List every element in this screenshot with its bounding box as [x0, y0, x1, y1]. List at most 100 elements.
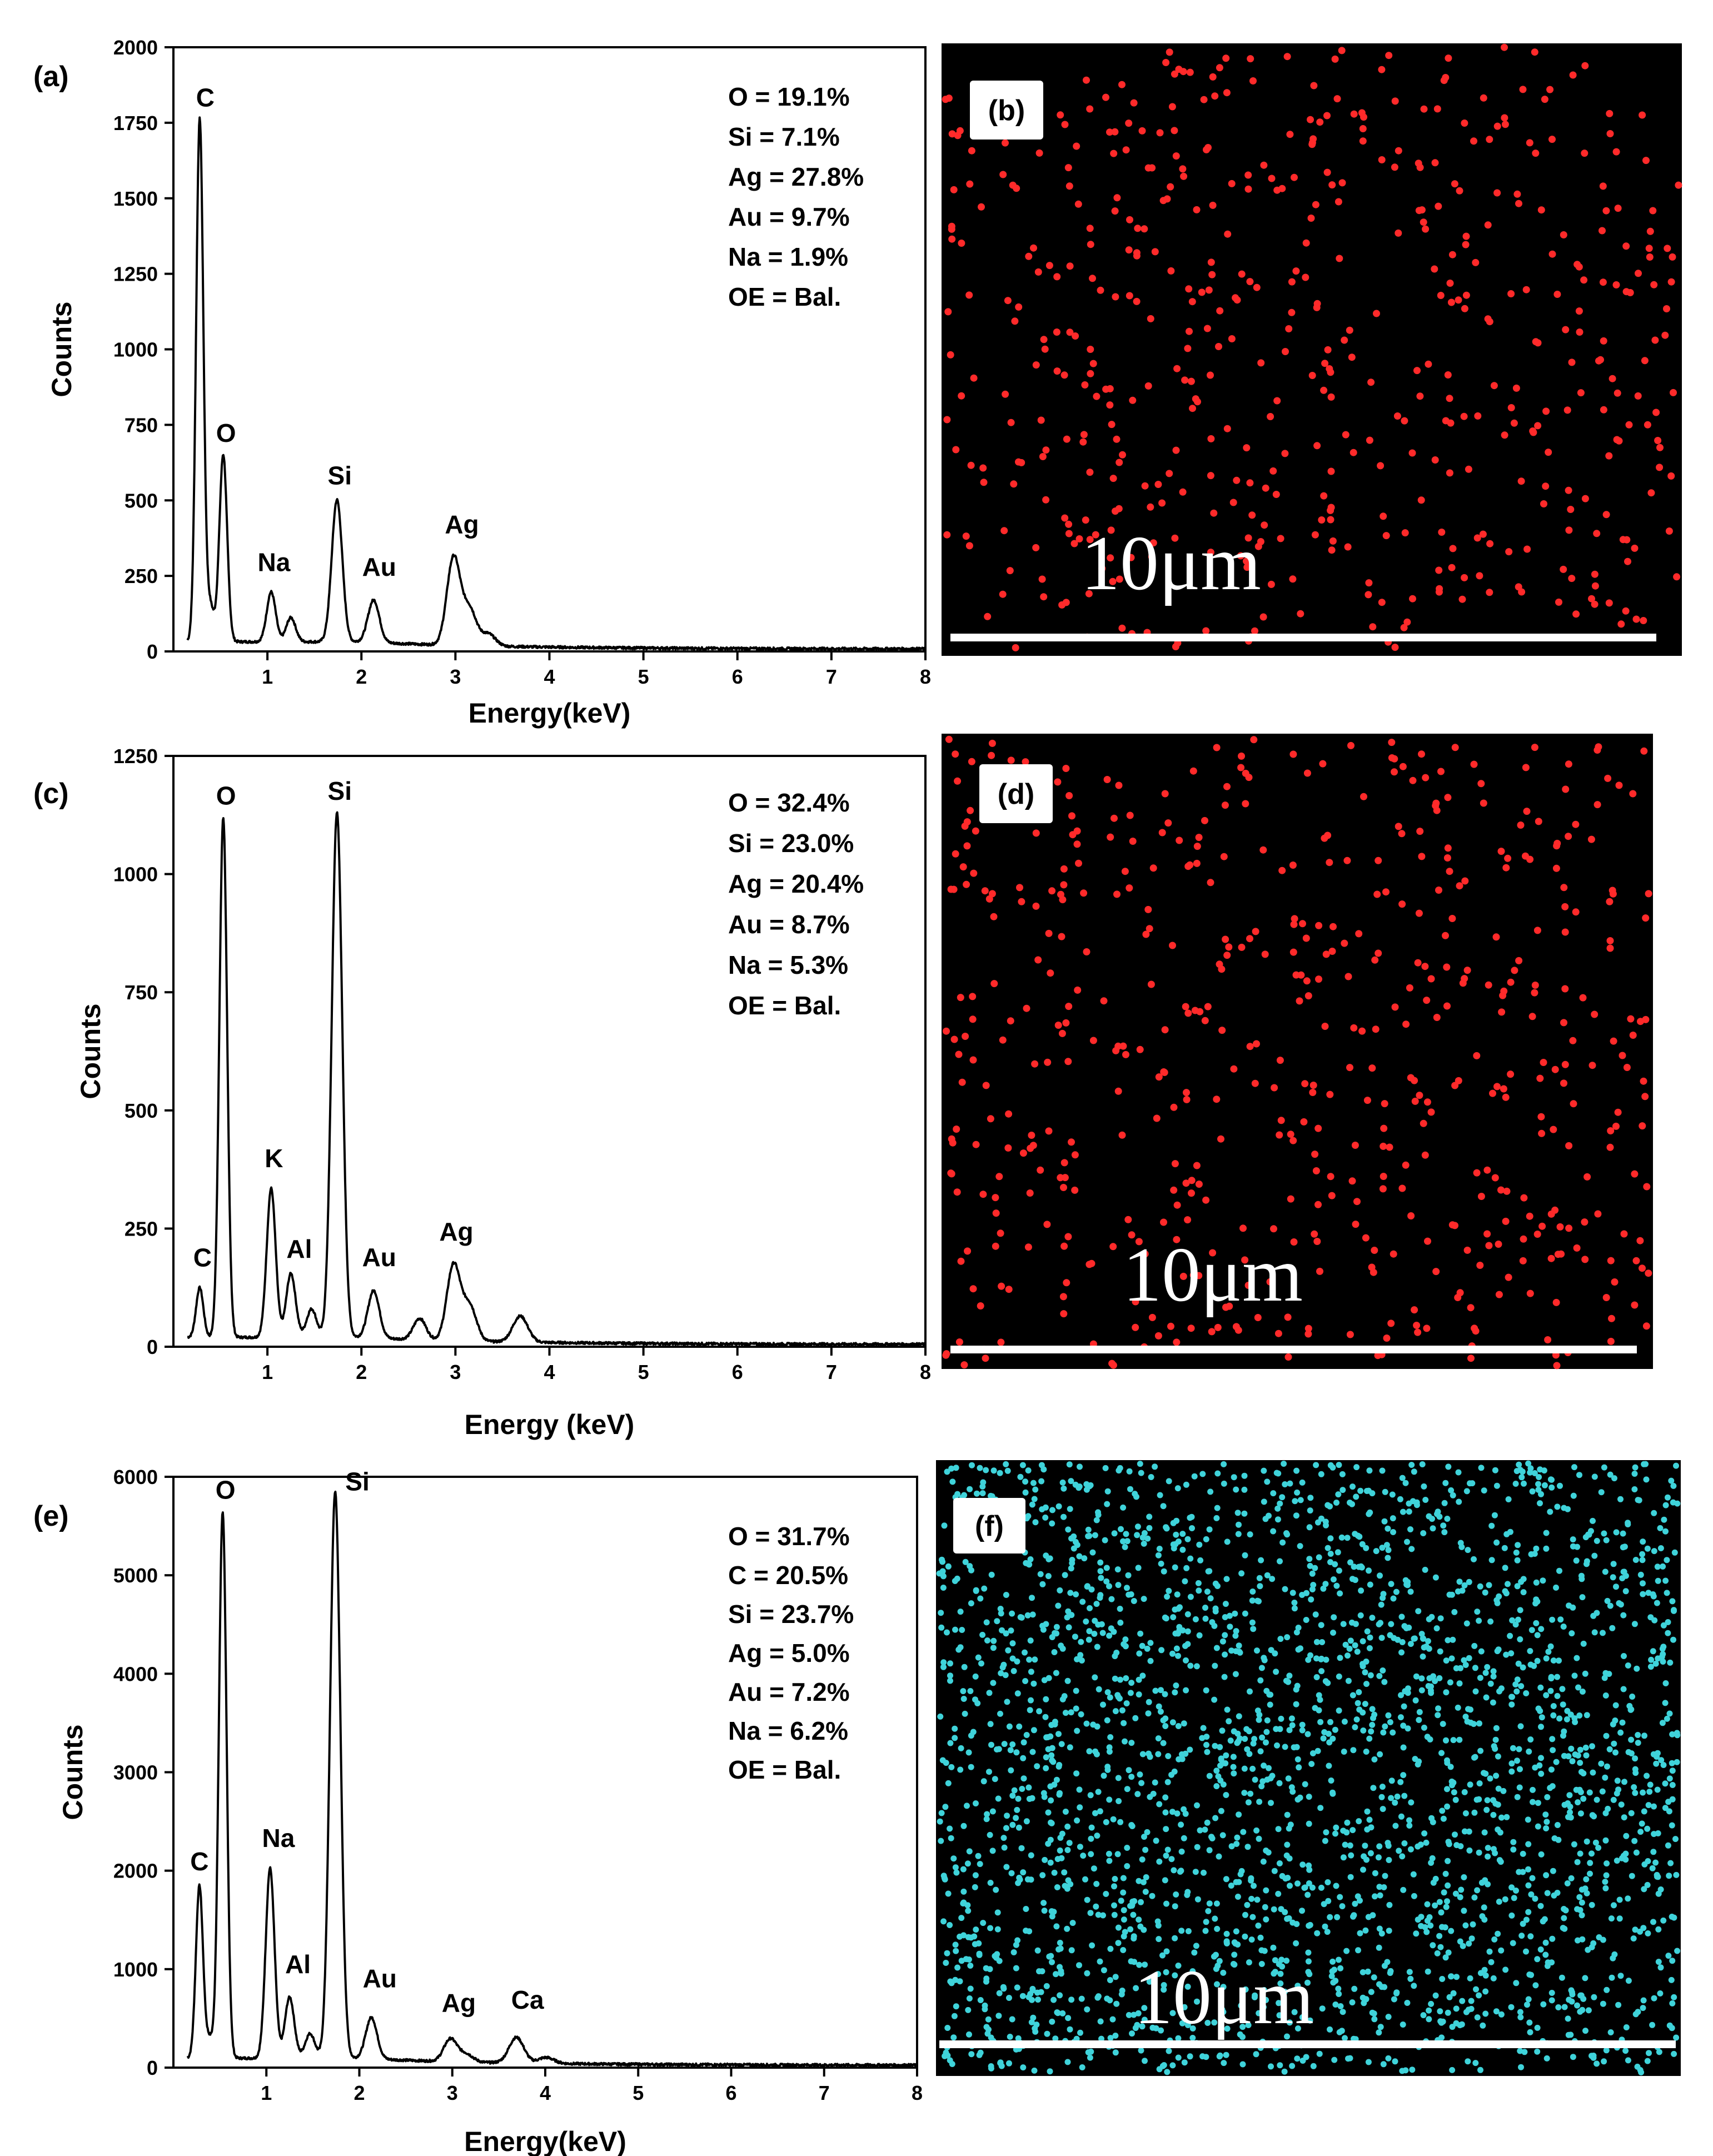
element-dot — [1281, 450, 1289, 457]
element-dot — [1637, 2067, 1644, 2073]
element-dot — [1518, 588, 1526, 596]
element-dot — [1399, 1853, 1406, 1860]
element-dot — [1531, 744, 1538, 751]
element-dot — [1634, 392, 1642, 400]
element-dot — [1362, 1927, 1369, 1934]
element-dot — [1060, 1184, 1067, 1191]
element-dot — [996, 1990, 1003, 1996]
element-dot — [1488, 1522, 1495, 1529]
element-dot — [1376, 1672, 1383, 1679]
element-dot — [1448, 251, 1456, 258]
element-dot — [1127, 1486, 1133, 1492]
element-dot — [1129, 396, 1137, 404]
element-dot — [1328, 1192, 1336, 1199]
element-dot — [1294, 2055, 1301, 2062]
element-dot — [1327, 2026, 1333, 2033]
element-dot — [1034, 1763, 1040, 1770]
element-dot — [1020, 1869, 1027, 1876]
element-dot — [1309, 1089, 1317, 1096]
element-dot — [1310, 82, 1318, 89]
y-tick-label: 1500 — [113, 187, 158, 210]
element-dot — [945, 1563, 952, 1570]
element-dot — [1373, 310, 1380, 317]
element-dot — [1162, 1723, 1169, 1729]
element-dot — [1016, 1874, 1023, 1881]
element-dot — [1005, 1110, 1013, 1118]
element-dot — [1572, 908, 1580, 916]
element-dot — [1651, 1995, 1657, 2001]
element-dot — [1015, 1824, 1022, 1831]
element-dot — [1339, 1487, 1346, 1493]
element-dot — [1538, 1851, 1545, 1858]
element-dot — [1448, 1655, 1455, 1662]
element-dot — [1356, 1818, 1362, 1825]
element-dot — [1518, 2064, 1524, 2070]
element-dot — [1061, 1869, 1068, 1876]
element-dot — [1174, 1810, 1181, 1817]
scale-bar-label: 10μm — [1123, 1232, 1303, 1318]
element-dot — [1397, 1714, 1404, 1721]
element-dot — [1056, 1762, 1063, 1768]
element-dot — [1141, 225, 1148, 233]
element-dot — [1614, 1777, 1621, 1784]
element-dot — [1446, 1591, 1453, 1598]
element-dot — [1543, 1545, 1550, 1552]
element-dot — [1565, 1814, 1571, 1820]
element-dot — [1509, 1617, 1516, 1624]
element-dot — [990, 980, 998, 988]
element-dot — [1195, 1272, 1203, 1279]
element-dot — [1222, 1303, 1229, 1311]
element-dot — [1146, 1513, 1153, 1520]
element-dot — [953, 1948, 959, 1954]
element-dot — [1250, 1740, 1257, 1747]
element-dot — [1043, 1765, 1049, 1771]
element-dot — [1532, 1600, 1539, 1607]
element-dot — [1451, 744, 1459, 751]
element-dot — [1238, 943, 1246, 951]
element-dot — [1525, 1882, 1532, 1889]
element-dot — [1085, 590, 1093, 597]
element-dot — [1500, 1787, 1507, 1794]
element-dot — [1086, 469, 1094, 476]
element-dot — [1517, 2009, 1523, 2015]
element-dot — [1669, 1767, 1676, 1774]
element-dot — [1568, 1875, 1575, 1881]
element-dot — [1445, 1858, 1451, 1864]
element-dot — [1398, 1813, 1405, 1820]
element-dot — [1335, 1491, 1342, 1498]
element-dot — [1111, 207, 1119, 215]
element-dot — [947, 1922, 953, 1928]
element-dot — [1321, 1023, 1329, 1030]
element-dot — [1274, 1330, 1282, 1337]
element-dot — [955, 1050, 963, 1058]
element-dot — [1179, 488, 1187, 496]
peak-label: Si — [328, 461, 352, 490]
element-dot — [1103, 1578, 1110, 1585]
element-dot — [1000, 1985, 1007, 1992]
element-dot — [1347, 741, 1355, 749]
element-dot — [1164, 2069, 1171, 2075]
element-dot — [944, 2025, 951, 2031]
element-dot — [1393, 1589, 1400, 1595]
element-dot — [1232, 1940, 1239, 1947]
element-dot — [1242, 1986, 1249, 1993]
element-dot — [1291, 1600, 1298, 1606]
element-dot — [1169, 2010, 1176, 2016]
element-dot — [1053, 273, 1061, 281]
peak-label: C — [190, 1847, 208, 1876]
element-dot — [1391, 1003, 1399, 1011]
element-dot — [1338, 47, 1346, 54]
element-dot — [1323, 1829, 1329, 1836]
element-dot — [1390, 1595, 1397, 1602]
element-dot — [1664, 1590, 1670, 1596]
element-dot — [1057, 111, 1064, 119]
element-dot — [1132, 1298, 1139, 1306]
element-dot — [1313, 303, 1321, 311]
element-dot — [1314, 1930, 1321, 1936]
element-dot — [1516, 1746, 1522, 1752]
element-dot — [1365, 2059, 1372, 2065]
element-dot — [1241, 1510, 1248, 1517]
element-dot — [1188, 1177, 1196, 1184]
element-dot — [1086, 105, 1094, 113]
